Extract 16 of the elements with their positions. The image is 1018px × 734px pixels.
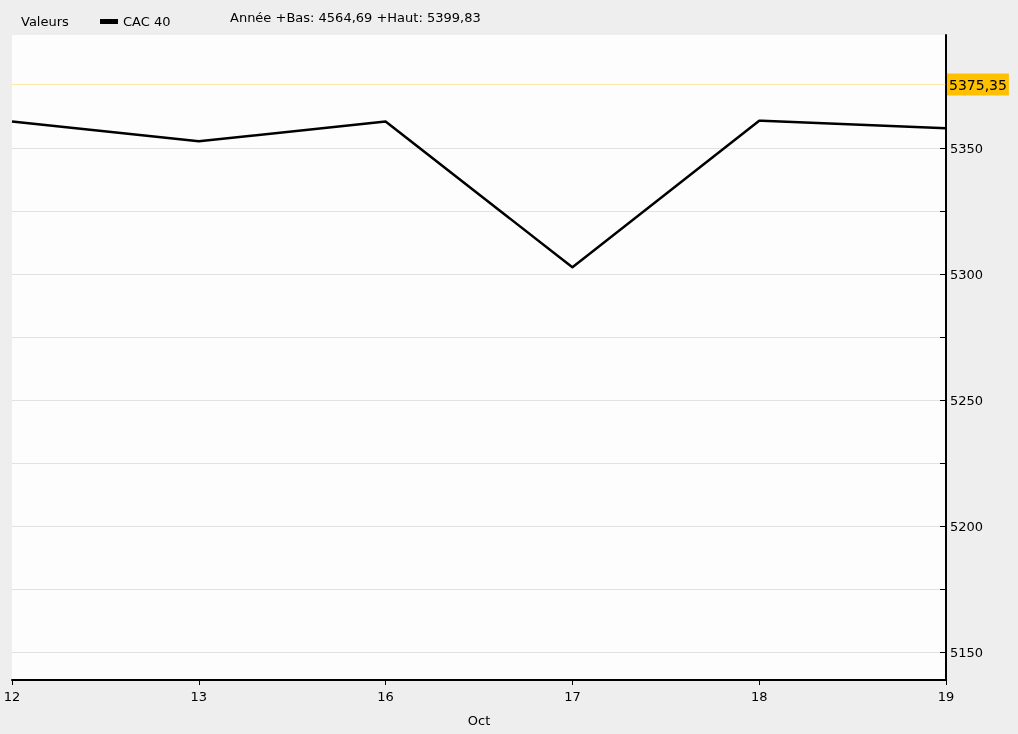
legend-label: CAC 40 [123, 14, 171, 29]
x-tick-label: 19 [937, 689, 955, 704]
y-tick-label: 5200 [950, 518, 984, 534]
y-tick-label: 5150 [950, 644, 984, 660]
y-tick-label: 5250 [950, 392, 984, 408]
y-tick-label: 5350 [950, 140, 984, 156]
chart-title: Valeurs [21, 14, 70, 29]
text: Année +Bas: 4564,69 +Haut: 5399,83 [230, 10, 481, 25]
y-tick-label: 5300 [950, 266, 984, 282]
x-tick-label: 13 [190, 689, 208, 704]
ref-line-label: 5375,35 [949, 76, 1007, 93]
x-tick-label: 16 [377, 689, 394, 704]
x-axis-title: Oct [467, 713, 491, 728]
x-tick-label: 18 [750, 689, 768, 704]
x-tick-label: 17 [564, 689, 581, 704]
x-tick-label: 12 [3, 689, 21, 704]
